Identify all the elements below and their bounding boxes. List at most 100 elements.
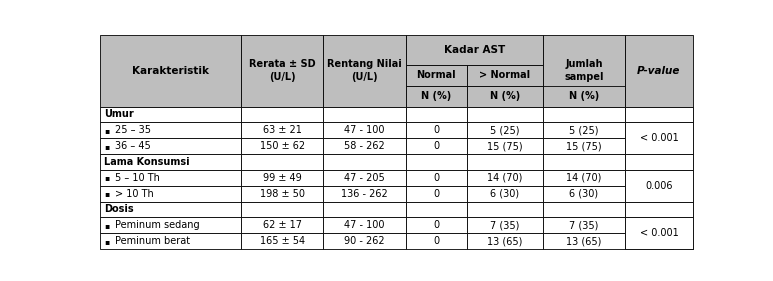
Text: < 0.001: < 0.001 [639,228,679,238]
Bar [625,170,693,201]
Bar [625,123,693,138]
Text: Karakteristik: Karakteristik [132,66,209,76]
Bar [467,233,543,249]
Bar [100,170,241,186]
Text: 13 (65): 13 (65) [487,236,523,246]
Bar [625,138,693,154]
Bar [323,233,406,249]
Text: 47 - 100: 47 - 100 [345,125,385,135]
Text: 165 ± 54: 165 ± 54 [260,236,305,246]
Text: > 10 Th: > 10 Th [114,189,153,199]
Text: 6 (30): 6 (30) [570,189,598,199]
Text: 5 – 10 Th: 5 – 10 Th [114,173,159,183]
Bar [323,170,406,186]
Text: 99 ± 49: 99 ± 49 [263,173,301,183]
Bar [241,138,323,154]
Bar [625,170,693,186]
Text: Normal: Normal [417,70,456,80]
Bar [543,123,625,138]
Text: Rerata ± SD
(U/L): Rerata ± SD (U/L) [249,60,315,82]
Bar [406,138,467,154]
Text: 0: 0 [434,189,439,199]
Bar [100,201,241,217]
Text: 47 - 100: 47 - 100 [345,220,385,230]
Text: 0: 0 [434,125,439,135]
Bar [323,35,406,106]
Text: N (%): N (%) [490,91,520,101]
Text: 136 - 262: 136 - 262 [341,189,388,199]
Text: ▪: ▪ [104,237,110,246]
Bar [323,217,406,233]
Text: Peminum sedang: Peminum sedang [114,220,199,230]
Text: ▪: ▪ [104,221,110,230]
Bar [467,186,543,201]
Text: Rentang Nilai
(U/L): Rentang Nilai (U/L) [327,60,402,82]
Bar [625,106,693,123]
Text: N (%): N (%) [569,91,599,101]
Bar [467,201,543,217]
Bar [241,217,323,233]
Bar [323,106,406,123]
Bar [467,65,543,86]
Text: 63 ± 21: 63 ± 21 [263,125,301,135]
Bar [406,86,467,106]
Bar [323,186,406,201]
Bar [467,138,543,154]
Bar [467,86,543,106]
Text: Dosis: Dosis [104,205,134,214]
Text: N (%): N (%) [421,91,451,101]
Text: 0: 0 [434,220,439,230]
Bar [625,106,693,123]
Bar [625,35,693,106]
Bar [241,233,323,249]
Bar [406,201,467,217]
Text: 150 ± 62: 150 ± 62 [260,141,305,151]
Bar [467,123,543,138]
Text: ▪: ▪ [104,142,110,151]
Text: ▪: ▪ [104,189,110,198]
Text: 36 – 45: 36 – 45 [114,141,150,151]
Text: 5 (25): 5 (25) [569,125,599,135]
Bar [241,123,323,138]
Bar [406,65,467,86]
Text: 0: 0 [434,141,439,151]
Bar [100,123,241,138]
Bar [406,217,467,233]
Text: Peminum berat: Peminum berat [114,236,189,246]
Bar [406,123,467,138]
Bar [406,154,467,170]
Text: 0: 0 [434,236,439,246]
Bar [543,217,625,233]
Bar [241,154,323,170]
Text: Umur: Umur [104,110,134,119]
Bar [625,217,693,249]
Text: 47 - 205: 47 - 205 [344,173,385,183]
Bar [467,170,543,186]
Bar [100,154,241,170]
Bar [625,201,693,217]
Bar [241,201,323,217]
Bar [100,138,241,154]
Bar [625,233,693,249]
Text: Kadar AST: Kadar AST [444,45,505,55]
Bar [241,170,323,186]
Text: 13 (65): 13 (65) [567,236,601,246]
Text: 58 - 262: 58 - 262 [344,141,385,151]
Bar [100,186,241,201]
Bar [406,186,467,201]
Bar [467,217,543,233]
Bar [241,106,323,123]
Text: > Normal: > Normal [479,70,530,80]
Text: 90 - 262: 90 - 262 [344,236,385,246]
Bar [625,154,693,170]
Bar [543,186,625,201]
Text: 0: 0 [434,173,439,183]
Text: 5 (25): 5 (25) [490,125,519,135]
Text: < 0.001: < 0.001 [639,133,679,143]
Bar [406,170,467,186]
Text: P-value: P-value [637,66,680,76]
Bar [323,123,406,138]
Text: 6 (30): 6 (30) [490,189,519,199]
Text: 62 ± 17: 62 ± 17 [263,220,301,230]
Bar [406,233,467,249]
